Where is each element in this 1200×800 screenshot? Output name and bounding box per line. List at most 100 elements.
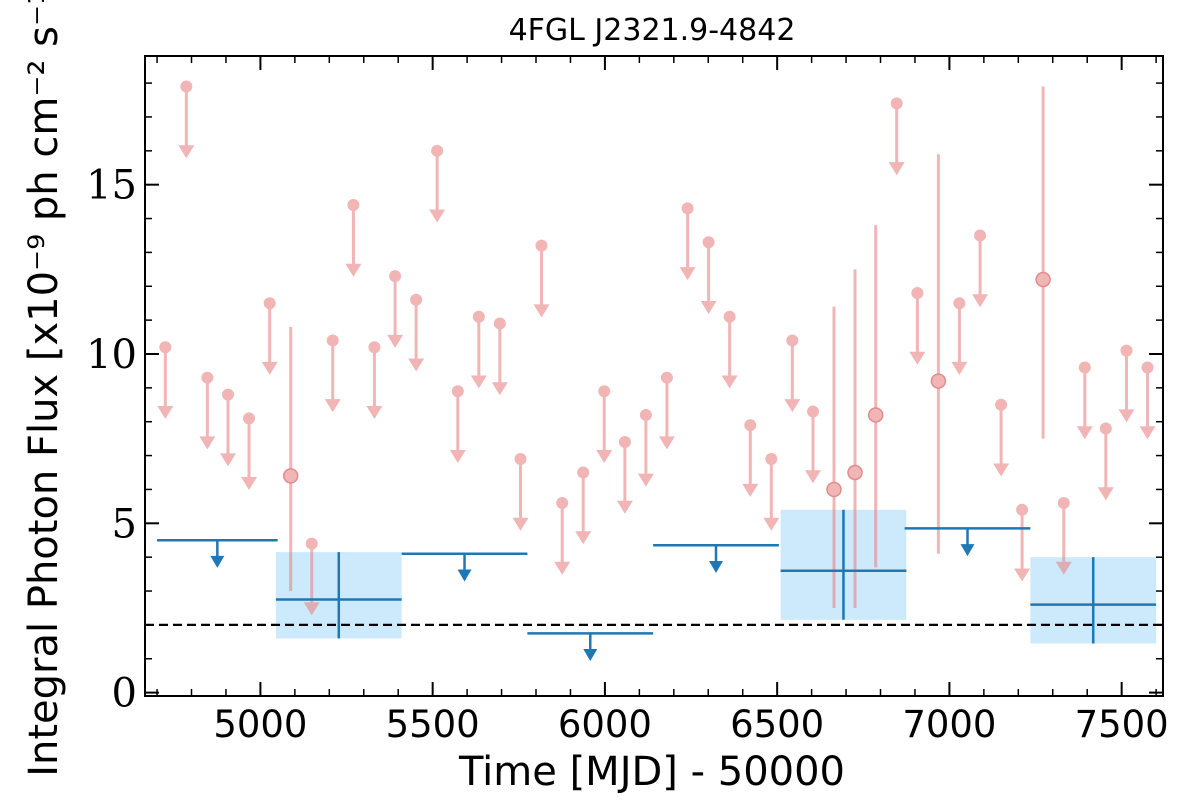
fine-limit-arrowhead [596, 449, 613, 463]
fine-upper-limit [1076, 361, 1093, 440]
fine-upper-limit [784, 334, 801, 413]
x-tick-label: 7500 [1075, 703, 1169, 746]
fine-upper-limit [721, 310, 738, 389]
fine-upper-limit [658, 371, 675, 450]
fine-limit-marker [305, 537, 318, 550]
x-axis-label: Time [MJD] - 50000 [458, 749, 845, 795]
coarse-limit-arrowhead [210, 555, 225, 568]
fine-limit-marker [786, 334, 799, 347]
fine-limit-marker [744, 419, 757, 432]
fine-detection [1035, 86, 1051, 439]
fine-detection [867, 225, 884, 568]
fine-limit-marker [431, 144, 444, 157]
fine-limit-arrowhead [1014, 568, 1031, 582]
fine-upper-limit [220, 388, 237, 467]
fine-upper-limit [178, 80, 195, 159]
fine-limit-marker [639, 408, 652, 421]
fine-detection [826, 306, 842, 608]
fine-upper-limit [972, 229, 989, 308]
fine-limit-marker [263, 297, 276, 310]
fine-limit-arrowhead [241, 477, 258, 491]
fine-limit-arrowhead [909, 351, 926, 365]
fine-upper-limit [554, 496, 571, 575]
coarse-limit-arrowhead [583, 649, 598, 662]
fine-upper-limit [951, 297, 968, 375]
coarse-limit-arrowhead [709, 561, 724, 574]
fine-limit-marker [1120, 344, 1133, 357]
fine-limit-marker [472, 310, 485, 323]
fine-limit-arrowhead [449, 449, 466, 463]
fine-limit-marker [1057, 496, 1070, 509]
y-axis-label: Integral Photon Flux [x10⁻⁹ ph cm⁻² s⁻¹] [21, 0, 67, 777]
fine-limit-marker [389, 270, 402, 283]
fine-limit-arrowhead [658, 436, 675, 450]
fine-upper-limit [491, 317, 508, 396]
fine-upper-limit [909, 287, 926, 365]
fine-detection [847, 269, 863, 608]
x-tick-label: 5000 [213, 703, 307, 746]
fine-limit-arrowhead [491, 382, 508, 396]
fine-limit-marker [577, 466, 590, 479]
y-tick-label: 0 [112, 671, 137, 717]
fine-limit-arrowhead [178, 145, 195, 159]
x-tick-label: 6500 [730, 703, 824, 746]
fine-upper-limit [345, 198, 362, 277]
fine-upper-limit [533, 239, 550, 318]
fine-limit-marker [347, 198, 360, 211]
fine-detection-marker [826, 481, 842, 498]
fine-limit-marker [1078, 361, 1091, 374]
fine-detection-marker [867, 407, 884, 423]
fine-limit-arrowhead [199, 436, 216, 450]
fine-limit-marker [1141, 361, 1154, 374]
coarse-detection [1030, 557, 1157, 644]
plot-frame [144, 55, 1164, 697]
fine-limit-arrowhead [575, 531, 592, 545]
fine-detection-marker [282, 468, 299, 484]
fine-limit-arrowhead [763, 517, 780, 531]
fine-limit-arrowhead [1118, 409, 1135, 423]
y-tick-label: 10 [86, 332, 137, 378]
fine-limit-arrowhead [700, 300, 717, 314]
fine-upper-limit [199, 371, 216, 450]
fine-upper-limit [596, 385, 613, 463]
fine-limit-arrowhead [679, 267, 696, 281]
fine-limit-marker [159, 341, 172, 354]
fine-limit-marker [618, 436, 631, 449]
coarse-limit-arrowhead [960, 544, 975, 557]
fine-upper-limit [888, 97, 905, 176]
fine-detection-marker [847, 464, 863, 481]
fine-upper-limit [1139, 361, 1156, 440]
fine-upper-limit [616, 436, 633, 514]
fine-upper-limit [742, 419, 759, 497]
fine-upper-limit [1055, 496, 1072, 575]
fine-upper-limit [993, 398, 1010, 477]
fine-limit-marker [995, 398, 1008, 411]
fine-upper-limit [408, 293, 425, 372]
coarse-upper-limit [904, 527, 1031, 557]
fine-upper-limit [449, 385, 466, 463]
fine-limit-marker [974, 229, 987, 242]
fine-limit-marker [451, 385, 464, 398]
fine-upper-limit [512, 452, 529, 531]
coarse-upper-limit [527, 632, 654, 662]
fine-limit-marker [660, 371, 673, 384]
fine-limit-arrowhead [616, 500, 633, 514]
y-tick-label: 5 [112, 501, 137, 547]
x-tick-label: 6000 [558, 703, 652, 746]
fine-limit-marker [556, 496, 569, 509]
fine-detection-marker [930, 373, 947, 389]
fine-limit-arrowhead [951, 361, 968, 375]
fine-upper-limit [763, 452, 780, 531]
fine-limit-arrowhead [157, 405, 174, 419]
fine-limit-arrowhead [993, 463, 1010, 477]
fine-upper-limit [261, 297, 278, 375]
fine-limit-arrowhead [972, 294, 989, 308]
fine-limit-marker [723, 310, 736, 323]
coarse-detection [275, 552, 402, 639]
fine-limit-marker [243, 412, 256, 425]
fine-upper-limit [470, 310, 487, 389]
fine-limit-marker [180, 80, 193, 93]
fine-limit-arrowhead [324, 399, 341, 413]
fine-upper-limit [241, 412, 258, 491]
